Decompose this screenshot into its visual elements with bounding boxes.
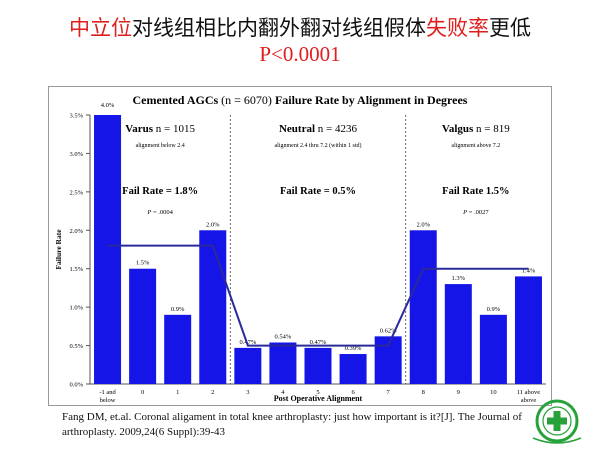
group-count: n = 4236 — [315, 123, 357, 135]
p-value: = .0004 — [151, 209, 173, 216]
y-tick-label: 3.0% — [69, 151, 83, 158]
group-name: Valgus — [442, 123, 474, 135]
x-tick-label: 4 — [281, 389, 285, 396]
x-tick-label: 11 above — [517, 389, 541, 396]
bar — [199, 230, 227, 384]
x-tick-label: -1 and — [99, 389, 116, 396]
bar — [444, 284, 472, 384]
bar — [339, 354, 367, 384]
slide-title-part: 失败率 — [426, 16, 489, 40]
x-tick-label: 6 — [351, 389, 355, 396]
group-count: n = 819 — [473, 123, 510, 135]
group-heading: Valgus n = 819 — [442, 123, 510, 135]
bar-data-label: 1.4% — [522, 267, 536, 274]
bar-data-label: 2.0% — [206, 221, 220, 228]
bar-data-label: 4.0% — [101, 102, 115, 109]
slide-title-part: 对线组相比内翻外翻对线组假体 — [132, 16, 426, 40]
x-tick-label: 0 — [141, 389, 144, 396]
bar — [164, 314, 192, 384]
x-tick-label: above — [521, 397, 537, 404]
citation-line-2: arthroplasty. 2009,24(6 Suppl):39-43 — [62, 426, 226, 438]
y-tick-label: 3.5% — [69, 113, 83, 120]
bar — [479, 314, 507, 384]
slide-title: 中立位对线组相比内翻外翻对线组假体失败率更低 — [0, 12, 600, 42]
citation-line-1: Fang DM, et.al. Coronal aligament in tot… — [62, 411, 522, 423]
y-tick-label: 2.0% — [69, 228, 83, 235]
chart-title-part: Failure Rate by Alignment in Degrees — [275, 93, 468, 107]
x-axis-label: Post Operative Alignment — [274, 394, 363, 403]
bar-data-label: 1.5% — [136, 260, 150, 267]
bar — [94, 115, 122, 384]
bar — [514, 276, 542, 384]
group-name: Neutral — [279, 123, 315, 135]
bar — [269, 342, 297, 384]
slide-title-part: 中立位 — [69, 16, 132, 40]
bar-data-label: 2.0% — [416, 221, 430, 228]
bar-data-label: 0.47% — [310, 339, 327, 346]
p-label: P — [462, 209, 467, 216]
x-tick-label: below — [100, 397, 116, 404]
bar-data-label: 0.39% — [345, 345, 362, 352]
group-subtitle: alignment above 7.2 — [451, 143, 500, 149]
x-tick-label: 8 — [422, 389, 425, 396]
y-tick-label: 1.5% — [69, 266, 83, 273]
slide-title-part: 更低 — [489, 16, 531, 40]
chart-title-part: (n = 6070) — [218, 93, 275, 107]
group-fail-rate: Fail Rate 1.5% — [442, 186, 509, 197]
group-p-value: P = .0027 — [462, 209, 489, 216]
x-tick-label: 3 — [246, 389, 249, 396]
group-subtitle: alignment below 2.4 — [136, 143, 185, 149]
group-heading: Varus n = 1015 — [125, 123, 195, 135]
chart-title: Cemented AGCs (n = 6070) Failure Rate by… — [133, 93, 468, 107]
y-tick-label: 0.5% — [69, 343, 83, 350]
chart-frame — [48, 86, 552, 406]
citation: Fang DM, et.al. Coronal aligament in tot… — [62, 410, 542, 440]
group-average-line — [107, 244, 529, 347]
x-tick-label: 2 — [211, 389, 214, 396]
slide-subtitle-p-value: P<0.0001 — [259, 42, 341, 66]
bar-data-label: 0.9% — [171, 306, 185, 313]
chart-title-part: Cemented AGCs — [133, 93, 219, 107]
bar-data-label: 0.47% — [239, 339, 256, 346]
x-tick-label: 5 — [316, 389, 319, 396]
bar — [234, 347, 262, 384]
failure-rate-bar-chart: Cemented AGCs (n = 6070) Failure Rate by… — [48, 86, 552, 406]
x-tick-label: 1 — [176, 389, 179, 396]
group-p-value: P = .0004 — [146, 209, 173, 216]
bar-data-label: 0.9% — [487, 306, 501, 313]
y-axis-label: Failure Rate — [54, 229, 63, 270]
group-fail-rate: Fail Rate = 1.8% — [122, 186, 198, 197]
bar — [409, 230, 437, 384]
bar-data-label: 1.3% — [452, 275, 466, 282]
group-heading: Neutral n = 4236 — [279, 123, 358, 135]
y-tick-label: 2.5% — [69, 189, 83, 196]
bar-data-label: 0.62% — [380, 327, 397, 334]
bar — [304, 347, 332, 384]
bar-data-label: 0.54% — [275, 333, 292, 340]
group-count: n = 1015 — [153, 123, 195, 135]
hospital-logo — [532, 399, 582, 444]
x-tick-label: 9 — [457, 389, 460, 396]
group-fail-rate: Fail Rate = 0.5% — [280, 186, 356, 197]
y-tick-label: 1.0% — [69, 305, 83, 312]
group-name: Varus — [125, 123, 153, 135]
x-tick-label: 7 — [387, 389, 391, 396]
group-subtitle: alignment 2.4 thru 7.2 (within 1 std) — [275, 142, 362, 149]
y-tick-label: 0.0% — [69, 382, 83, 389]
p-label: P — [146, 209, 151, 216]
p-value: = .0027 — [467, 209, 489, 216]
bar — [129, 268, 157, 384]
x-tick-label: 10 — [490, 389, 497, 396]
